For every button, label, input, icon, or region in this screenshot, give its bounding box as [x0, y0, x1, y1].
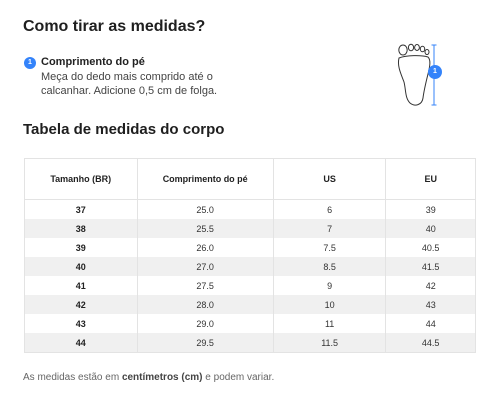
cell-us: 8.5 [274, 257, 387, 276]
cell-eu: 44.5 [421, 337, 440, 348]
cell-foot-length: 25.5 [138, 219, 274, 238]
cell-eu: 42 [425, 280, 436, 291]
cell-size-br: 37 [25, 200, 138, 219]
cell-us: 6 [274, 200, 387, 219]
cell-us: 10 [274, 295, 387, 314]
cell-eu: 44 [425, 318, 436, 329]
cell-foot-length: 29.0 [138, 314, 274, 333]
cell-size-br: 38 [25, 219, 138, 238]
table-row: 41 27.5 9 42 [25, 276, 475, 295]
cell-size-br: 42 [25, 295, 138, 314]
cell-eu: 41.5 [421, 261, 440, 272]
table-title: Tabela de medidas do corpo [23, 121, 225, 138]
cell-foot-length: 26.0 [138, 238, 274, 257]
page-title: Como tirar as medidas? [23, 18, 206, 35]
cell-eu: 40.5 [421, 242, 440, 253]
foot-illustration [392, 42, 452, 108]
table-row: 43 29.0 11 44 [25, 314, 475, 333]
table-row: 44 29.5 11.5 44.5 [25, 333, 475, 352]
cell-foot-length: 27.5 [138, 276, 274, 295]
cell-us: 11.5 [274, 333, 387, 352]
cell-foot-length: 25.0 [138, 200, 274, 219]
step-description: Meça do dedo mais comprido até o calcanh… [41, 71, 218, 97]
footnote-text-before: As medidas estão em [23, 372, 122, 383]
table-row: 37 25.0 6 39 [25, 200, 475, 219]
footnote-text-after: e podem variar. [202, 372, 275, 383]
cell-size-br: 43 [25, 314, 138, 333]
table-header: Tamanho (BR) Comprimento do pé US EU [25, 159, 475, 200]
cell-foot-length: 29.5 [138, 333, 274, 352]
step-title: Comprimento do pé [41, 56, 145, 68]
cell-foot-length: 28.0 [138, 295, 274, 314]
cell-eu: 43 [425, 299, 436, 310]
cell-eu: 40 [425, 223, 436, 234]
header-size-br: Tamanho (BR) [25, 159, 138, 199]
header-eu: EU [424, 174, 437, 184]
cell-us: 11 [274, 314, 387, 333]
header-foot-length: Comprimento do pé [138, 159, 274, 199]
table-row: 38 25.5 7 40 [25, 219, 475, 238]
footnote: As medidas estão em centímetros (cm) e p… [23, 372, 274, 383]
table-row: 40 27.0 8.5 41.5 [25, 257, 475, 276]
table-row: 39 26.0 7.5 40.5 [25, 238, 475, 257]
step-number-badge: 1 [24, 57, 36, 69]
cell-size-br: 44 [25, 333, 138, 352]
cell-us: 7 [274, 219, 387, 238]
footnote-unit: centímetros (cm) [121, 372, 203, 383]
cell-size-br: 39 [25, 238, 138, 257]
cell-size-br: 40 [25, 257, 138, 276]
cell-us: 9 [274, 276, 387, 295]
header-us: US [274, 159, 387, 199]
cell-foot-length: 27.0 [138, 257, 274, 276]
foot-outline-icon [398, 43, 437, 106]
illustration-number-badge: 1 [428, 65, 442, 79]
cell-eu: 39 [425, 204, 436, 215]
table-row: 42 28.0 10 43 [25, 295, 475, 314]
cell-size-br: 41 [25, 276, 138, 295]
size-table: Tamanho (BR) Comprimento do pé US EU 37 … [24, 158, 476, 353]
cell-us: 7.5 [274, 238, 387, 257]
